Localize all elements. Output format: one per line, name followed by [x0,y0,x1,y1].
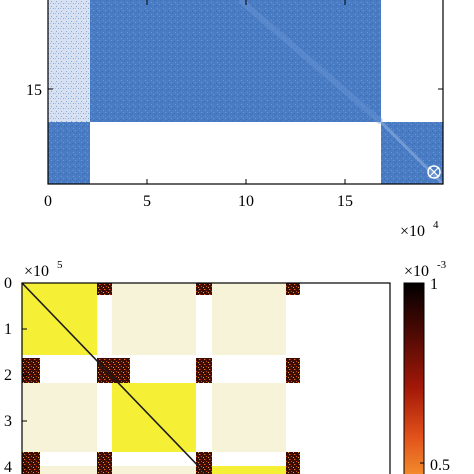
colorbar-gradient [404,283,424,474]
colorbar: 1 0.5 ×10 -3 [403,259,450,474]
heat-block-r1-c0 [22,383,97,452]
heat-dark-block-7 [196,358,212,383]
heat-block-r2-c2 [212,466,286,474]
heat-dark-block-1 [97,283,112,295]
bottom-y-ticks [22,282,27,468]
top-spy-plot: 0 5 10 15 15 ×10 4 [26,0,445,240]
top-x-tick-label-0: 0 [44,193,52,210]
heat-block-r1-c1 [112,383,196,452]
top-x-exponent-base: ×10 [400,223,425,240]
heat-dark-block-2 [196,283,212,295]
bottom-y-tick-label-0: 0 [4,275,12,292]
bottom-heatmap: 0 1 2 3 4 ×10 5 [4,259,391,474]
spy-corner-marker [427,165,441,179]
bottom-y-exponent-base: ×10 [24,263,49,280]
spy-block-left-upper [48,0,90,122]
bottom-y-tick-label-3: 3 [4,413,12,430]
heat-block-r2-c0 [40,466,97,474]
heat-dark-block-8 [286,358,300,383]
colorbar-exponent-base: ×10 [404,263,429,280]
colorbar-tick-label-05: 0.5 [430,457,450,474]
bottom-y-exponent-power: 5 [57,259,63,271]
heat-dark-block-11 [196,452,212,474]
top-x-tick-label-5: 5 [143,193,151,210]
heat-dark-block-4 [22,358,40,383]
bottom-y-tick-label-2: 2 [4,367,12,384]
spy-block-bottom-left [48,122,90,184]
bottom-y-tick-label-1: 1 [4,321,12,338]
heatmap-diagonal-line [21,282,207,474]
heat-dark-block-5 [97,358,112,383]
spy-diagonal-streak [238,0,383,125]
bottom-y-tick-label-4: 4 [4,459,12,474]
spy-corner-marker-x2 [428,166,440,178]
heat-dark-block-3 [286,283,300,295]
heat-block-r0-c1 [112,283,196,355]
top-x-ticks [47,0,346,184]
heat-block-r0-c2 [212,283,286,355]
bottom-axes-frame [21,282,391,474]
colorbar-exponent-power: -3 [437,259,447,271]
spy-block-main [90,0,381,122]
top-x-exponent-power: 4 [433,219,439,231]
colorbar-tick-label-1: 1 [430,276,438,293]
heat-block-r1-c2 [212,383,286,452]
heat-block-r2-c1 [112,466,196,474]
heat-dark-block-9 [22,452,40,474]
heat-dark-block-12 [286,452,300,474]
heat-dark-block-6 [112,358,130,383]
top-x-tick-label-15: 15 [337,193,353,210]
top-y-tick-label-15: 15 [26,82,42,99]
top-x-tick-label-10: 10 [238,193,254,210]
heat-dark-block-10 [97,452,112,474]
colorbar-frame [403,282,425,474]
